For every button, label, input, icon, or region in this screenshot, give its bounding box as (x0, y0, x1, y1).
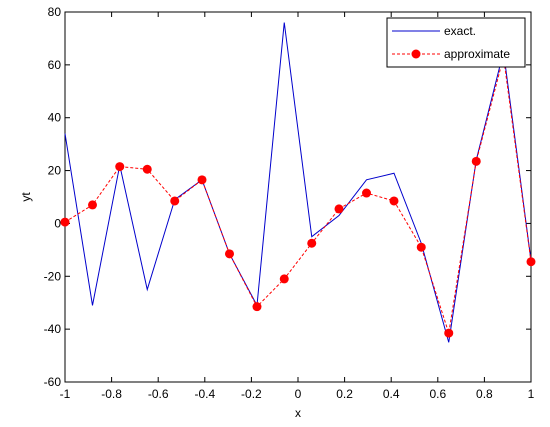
data-point-approximate (307, 238, 317, 248)
data-point-approximate (224, 249, 234, 259)
x-tick-label: 1 (528, 387, 535, 401)
data-point-approximate (471, 156, 481, 166)
plot-area (64, 11, 532, 383)
x-tick-label: 0 (295, 387, 302, 401)
y-tick-label: -60 (44, 375, 62, 389)
series-layer (60, 22, 536, 343)
x-tick-label: 0.8 (476, 387, 493, 401)
data-point-approximate (389, 196, 399, 206)
y-tick-label: 40 (48, 111, 62, 125)
legend-box (386, 17, 526, 68)
data-point-approximate (60, 217, 70, 227)
data-point-approximate (170, 196, 180, 206)
legend-marker-approximate (411, 49, 421, 59)
x-tick-label: 0.4 (383, 387, 400, 401)
series-line-exact (64, 22, 532, 343)
legend: exact. approximate (386, 17, 526, 68)
x-tick-label: -1 (60, 387, 71, 401)
legend-label-approximate: approximate (444, 47, 510, 61)
legend-label-exact: exact. (444, 24, 476, 38)
data-point-approximate (87, 200, 97, 210)
data-point-approximate (334, 204, 344, 214)
y-tick-label: -40 (44, 322, 62, 336)
data-point-approximate (362, 188, 372, 198)
y-tick-label: 0 (54, 216, 61, 230)
axis-ticks: -1 -0.8 -0.6 -0.4 -0.2 0 0.2 0.4 0.6 0.8 1 -60 -40 -2… (44, 5, 535, 401)
data-point-approximate (197, 175, 207, 185)
y-tick-label: 60 (48, 58, 62, 72)
x-tick-label: -0.6 (148, 387, 169, 401)
data-point-approximate (526, 257, 536, 267)
x-tick-label: -0.2 (241, 387, 262, 401)
x-tick-label: -0.8 (101, 387, 122, 401)
x-axis-label: x (295, 406, 301, 420)
x-tick-label: 0.2 (336, 387, 353, 401)
x-tick-label: -0.4 (194, 387, 215, 401)
data-point-approximate (115, 162, 125, 172)
data-point-approximate (142, 164, 152, 174)
x-tick-label: 0.6 (429, 387, 446, 401)
data-point-approximate (279, 274, 289, 284)
series-line-approximate (64, 56, 532, 334)
y-tick-label: -20 (44, 269, 62, 283)
y-tick-label: 20 (48, 164, 62, 178)
y-tick-label: 80 (48, 5, 62, 19)
data-point-approximate (252, 302, 262, 312)
y-axis-label: yt (19, 192, 33, 202)
data-point-approximate (416, 242, 426, 252)
data-point-approximate (444, 328, 454, 338)
